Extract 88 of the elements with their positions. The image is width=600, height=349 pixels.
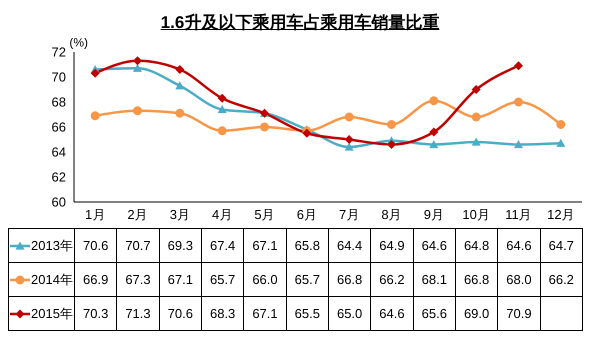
- point: [556, 120, 566, 129]
- point: [260, 122, 269, 132]
- point: [344, 142, 354, 151]
- y-tick-label: 62: [52, 170, 66, 185]
- data-label: 64.9: [370, 228, 414, 262]
- legend-label: 2013年: [31, 236, 73, 254]
- x-tick-label: 4月: [212, 207, 232, 222]
- y-tick-label: 72: [52, 44, 66, 60]
- point: [514, 61, 523, 70]
- data-label: 69.3: [159, 228, 202, 262]
- data-label: 66.2: [540, 262, 582, 296]
- y-tick-label: 60: [52, 194, 66, 210]
- point: [472, 138, 481, 146]
- point: [302, 128, 312, 138]
- x-tick-label: 3月: [170, 207, 190, 222]
- x-tick-label: 1月: [85, 207, 106, 222]
- point: [387, 140, 396, 149]
- data-label: 64.6: [370, 296, 414, 330]
- x-tick-label: 11月: [505, 207, 532, 222]
- data-label: 68.0: [498, 262, 540, 296]
- y-tick-label: 70: [52, 70, 66, 85]
- point: [218, 105, 227, 114]
- y-tick-label: 64: [52, 144, 66, 160]
- point: [387, 120, 396, 129]
- point: [514, 140, 523, 148]
- point: [429, 96, 438, 106]
- point: [472, 85, 481, 94]
- x-tick-label: 9月: [424, 207, 444, 222]
- point: [344, 112, 354, 122]
- data-label: 66.2: [370, 262, 414, 296]
- point: [133, 106, 142, 116]
- data-label: 67.1: [244, 228, 286, 262]
- x-tick-label: 5月: [254, 207, 275, 222]
- point: [175, 81, 184, 90]
- point: [133, 56, 142, 66]
- data-label: 67.1: [244, 296, 286, 330]
- point: [556, 138, 566, 147]
- point: [218, 126, 227, 136]
- x-tick-label: 2月: [127, 207, 148, 222]
- x-tick-label: 10月: [462, 207, 490, 222]
- point: [175, 108, 184, 118]
- point: [472, 112, 481, 122]
- data-label: 70.7: [116, 228, 160, 262]
- data-label: 67.3: [116, 262, 160, 296]
- data-label: 70.6: [74, 228, 117, 262]
- y-axis-title: (%): [69, 36, 88, 50]
- data-label: 66.0: [244, 262, 286, 296]
- data-label: 71.3: [116, 296, 160, 330]
- chart-title: 1.6升及以下乘用车占乘用车销量比重: [160, 13, 440, 32]
- point: [90, 111, 100, 120]
- data-label: 66.8: [455, 262, 498, 296]
- x-tick-label: 8月: [381, 207, 402, 222]
- point: [133, 64, 142, 72]
- data-label: 65.5: [286, 296, 328, 330]
- data-label: 70.9: [498, 296, 540, 330]
- data-label: 64.8: [455, 228, 498, 262]
- data-label: 67.4: [201, 228, 244, 262]
- data-label: 65.7: [201, 262, 244, 296]
- point: [429, 128, 438, 136]
- y-tick-label: 66: [52, 120, 66, 135]
- legend-label: 2014年: [31, 270, 73, 288]
- point: [218, 94, 227, 103]
- data-label: 68.3: [201, 296, 244, 330]
- data-label: 65.7: [286, 262, 328, 296]
- data-label: 64.6: [413, 228, 456, 262]
- data-label: 65.8: [286, 228, 328, 262]
- data-label: 66.9: [74, 262, 117, 296]
- point: [514, 98, 523, 106]
- data-label: 66.8: [328, 262, 371, 296]
- y-tick-label: 68: [52, 94, 66, 110]
- data-label: 70.6: [159, 296, 202, 330]
- data-label: 68.1: [413, 262, 456, 296]
- data-label: 64.4: [328, 228, 371, 262]
- data-label: 67.1: [159, 262, 202, 296]
- point: [429, 140, 438, 148]
- point: [175, 65, 184, 74]
- data-label: 65.0: [328, 296, 371, 330]
- data-label: 65.6: [413, 296, 456, 330]
- data-label: 64.6: [498, 228, 540, 262]
- point: [90, 68, 100, 78]
- x-tick-label: 12月: [547, 207, 575, 222]
- point: [344, 135, 354, 144]
- data-label: 69.0: [455, 296, 498, 330]
- data-label: 64.7: [540, 228, 582, 262]
- legend-label: 2015年: [31, 304, 73, 322]
- data-label: 70.3: [74, 296, 117, 330]
- x-tick-label: 7月: [339, 207, 360, 222]
- x-tick-label: 6月: [296, 207, 317, 222]
